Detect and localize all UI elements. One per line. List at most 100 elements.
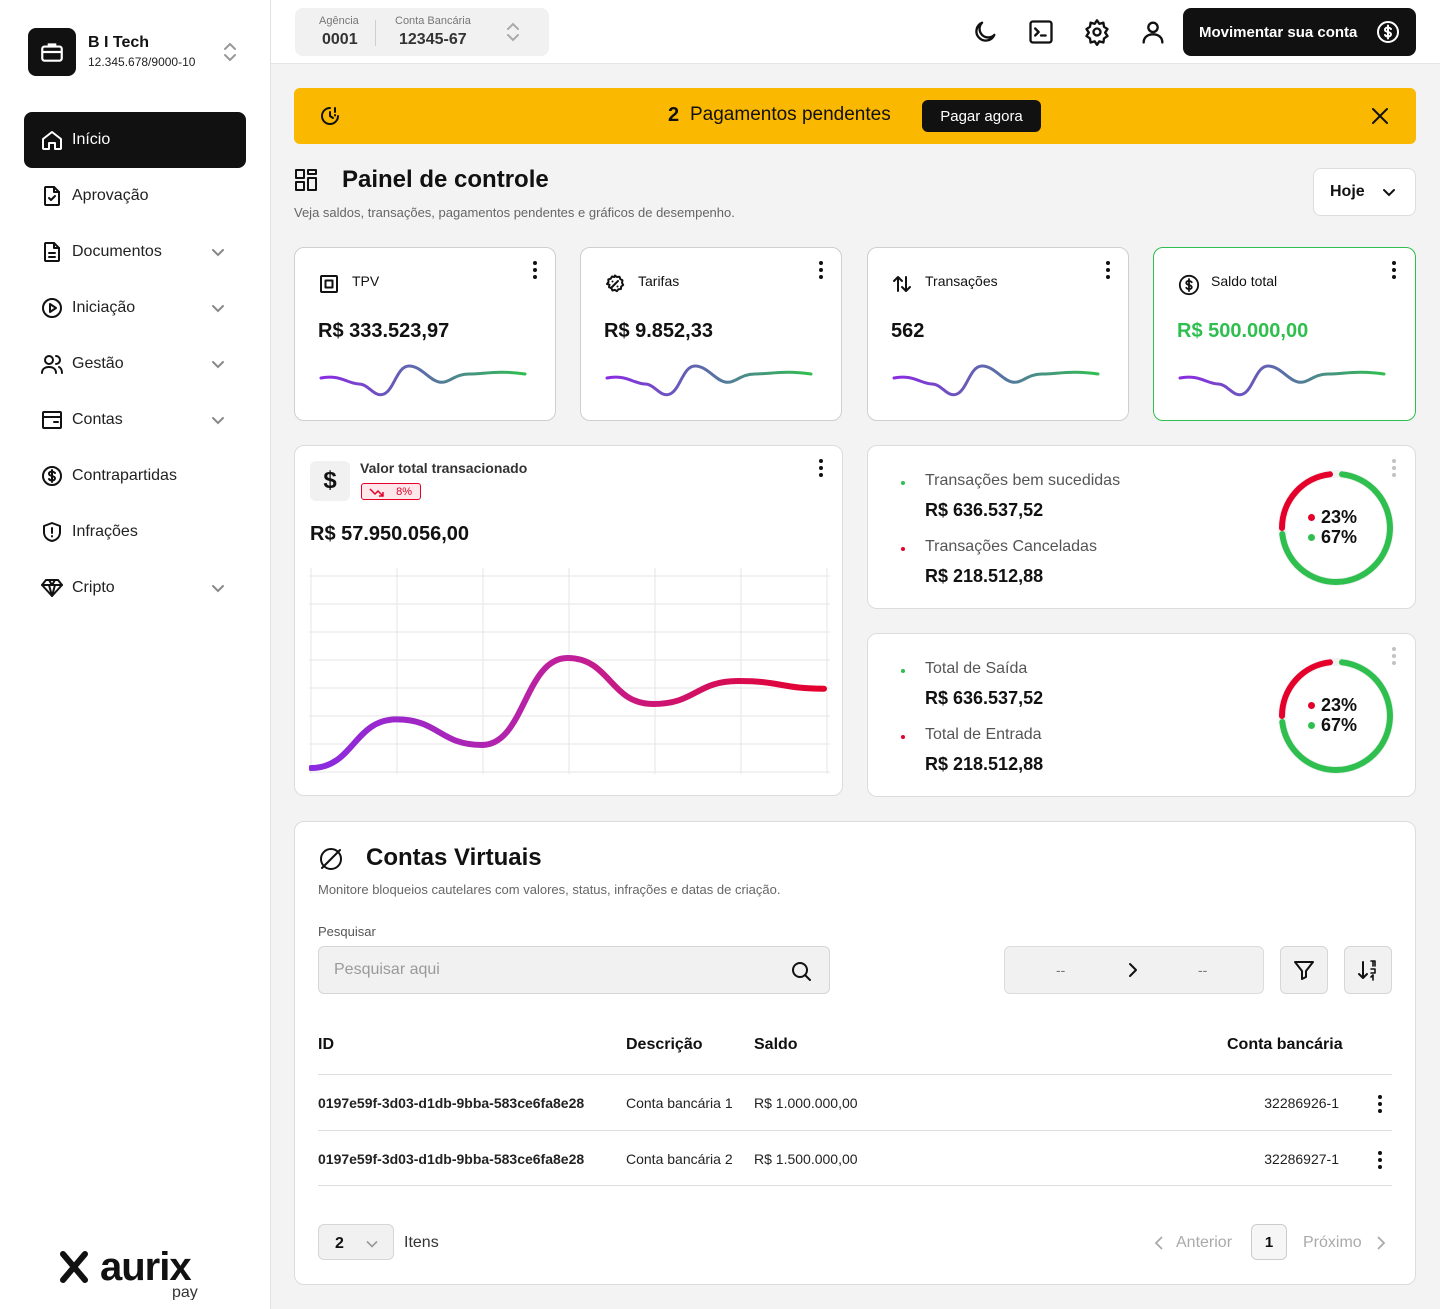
pay-now-button[interactable]: Pagar agora — [922, 100, 1041, 132]
pct-green: 67% — [1321, 527, 1358, 547]
sidebar-item-label: Contrapartidas — [72, 467, 177, 484]
chevron-right-icon[interactable] — [1375, 1236, 1387, 1250]
move-account-button[interactable]: Movimentar sua conta — [1183, 8, 1416, 56]
agency-value: 0001 — [322, 31, 358, 48]
wallet-icon — [42, 411, 62, 429]
kebab-menu-icon[interactable] — [819, 459, 823, 477]
success-label: Transações bem sucedidas — [925, 472, 1121, 489]
prev-page-button[interactable]: Anterior — [1176, 1234, 1233, 1251]
divider — [318, 1185, 1392, 1186]
trend-down-icon — [369, 488, 384, 497]
items-label: Itens — [404, 1234, 439, 1251]
search-label: Pesquisar — [318, 924, 376, 939]
chevron-down-icon[interactable] — [208, 242, 228, 262]
date-range-picker[interactable]: -- -- — [1004, 946, 1264, 994]
period-select[interactable]: Hoje — [1313, 168, 1416, 216]
donut-chart — [1278, 658, 1394, 774]
donut-chart — [1278, 470, 1394, 586]
chevron-down-icon[interactable] — [208, 354, 228, 374]
sparkline — [892, 364, 1100, 397]
table-row[interactable]: 0197e59f-3d03-d1db-9bba-583ce6fa8e28 Con… — [318, 1130, 1392, 1186]
legend-dot-green — [901, 669, 905, 673]
period-value: Hoje — [1330, 183, 1365, 200]
inflow-value: R$ 218.512,88 — [925, 754, 1044, 774]
kebab-menu-icon[interactable] — [1378, 1151, 1382, 1169]
sidebar-item-label: Infrações — [72, 523, 138, 540]
search-icon[interactable] — [789, 959, 813, 983]
page-number-button[interactable]: 1 — [1251, 1224, 1287, 1260]
chevron-down-icon[interactable] — [208, 578, 228, 598]
table-row[interactable]: 0197e59f-3d03-d1db-9bba-583ce6fa8e28 Con… — [318, 1074, 1392, 1130]
account-value: 12345-67 — [399, 31, 467, 48]
sidebar-item-label: Iniciação — [72, 299, 136, 316]
sidebar-item-aprovacao[interactable]: Aprovação — [24, 168, 246, 224]
sidebar-item-gestao[interactable]: Gestão — [24, 336, 246, 392]
column-header-balance[interactable]: Saldo — [754, 1036, 798, 1053]
kebab-menu-icon[interactable] — [1392, 459, 1396, 477]
sidebar-item-iniciacao[interactable]: Iniciação — [24, 280, 246, 336]
moon-icon[interactable] — [971, 18, 999, 46]
sidebar-item-label: Cripto — [72, 579, 115, 596]
sidebar-item-contas[interactable]: Contas — [24, 392, 246, 448]
dollar-circle-icon — [1178, 274, 1200, 296]
sidebar-item-label: Gestão — [72, 355, 124, 372]
row-description: Conta bancária 1 — [626, 1095, 733, 1111]
stat-value: 562 — [891, 320, 925, 342]
chevron-left-icon[interactable] — [1153, 1236, 1165, 1250]
column-header-description[interactable]: Descrição — [626, 1036, 703, 1053]
stat-card-saldo-total: Saldo total R$ 500.000,00 — [1153, 247, 1416, 421]
chevron-down-icon — [366, 1240, 378, 1248]
company-switcher[interactable]: B I Tech 12.345.678/9000-10 — [28, 28, 248, 76]
arrows-up-down-icon — [893, 276, 911, 292]
gear-icon[interactable] — [1083, 18, 1111, 46]
user-icon[interactable] — [1139, 18, 1167, 46]
row-description: Conta bancária 2 — [626, 1151, 733, 1167]
stat-title: TPV — [352, 273, 380, 289]
sort-button[interactable] — [1344, 946, 1392, 994]
donut-legend-green: 67% — [1308, 527, 1357, 548]
kebab-menu-icon[interactable] — [533, 261, 537, 279]
legend-dot-red — [901, 735, 905, 739]
column-header-account[interactable]: Conta bancária — [1227, 1036, 1343, 1053]
sparkline — [1178, 364, 1386, 397]
sidebar-nav: Início Aprovação Documentos Iniciação Ge… — [24, 112, 246, 616]
sidebar-item-inicio[interactable]: Início — [24, 112, 246, 168]
change-badge: 8% — [361, 483, 421, 500]
kebab-menu-icon[interactable] — [1392, 261, 1396, 279]
chevron-down-icon[interactable] — [208, 298, 228, 318]
kebab-menu-icon[interactable] — [819, 261, 823, 279]
column-header-id[interactable]: ID — [318, 1036, 334, 1053]
sidebar-item-documentos[interactable]: Documentos — [24, 224, 246, 280]
account-selector[interactable]: Agência 0001 Conta Bancária 12345-67 — [295, 8, 549, 56]
sidebar-item-contrapartidas[interactable]: Contrapartidas — [24, 448, 246, 504]
success-value: R$ 636.537,52 — [925, 500, 1044, 520]
top-bar: Agência 0001 Conta Bancária 12345-67 Mov… — [271, 0, 1440, 64]
svg-text:aurix: aurix — [100, 1248, 191, 1289]
page-size-select[interactable]: 2 — [318, 1224, 394, 1260]
terminal-icon[interactable] — [1027, 18, 1055, 46]
row-balance: R$ 1.500.000,00 — [754, 1151, 858, 1167]
filter-button[interactable] — [1280, 946, 1328, 994]
change-value: 8% — [396, 485, 412, 498]
kebab-menu-icon[interactable] — [1378, 1095, 1382, 1113]
chevron-up-down-icon[interactable] — [220, 40, 240, 64]
sidebar-item-cripto[interactable]: Cripto — [24, 560, 246, 616]
stat-card-tpv: TPV R$ 333.523,97 — [294, 247, 556, 421]
sidebar-item-infracoes[interactable]: Infrações — [24, 504, 246, 560]
kebab-menu-icon[interactable] — [1106, 261, 1110, 279]
next-page-button[interactable]: Próximo — [1303, 1234, 1362, 1251]
search-input[interactable] — [319, 947, 779, 993]
company-name: B I Tech — [88, 34, 150, 51]
section-title: Contas Virtuais — [366, 844, 542, 871]
close-icon[interactable] — [1370, 106, 1390, 126]
chevron-up-down-icon — [507, 22, 519, 42]
dollar-icon: $ — [310, 461, 350, 501]
percent-icon — [606, 274, 625, 293]
virtual-accounts-panel: Contas Virtuais Monitore bloqueios caute… — [294, 821, 1416, 1285]
outflow-label: Total de Saída — [925, 660, 1028, 677]
kebab-menu-icon[interactable] — [1392, 647, 1396, 665]
square-icon — [320, 275, 338, 293]
total-chart-value: R$ 57.950.056,00 — [310, 523, 470, 545]
play-circle-icon — [42, 298, 62, 318]
chevron-down-icon[interactable] — [208, 410, 228, 430]
